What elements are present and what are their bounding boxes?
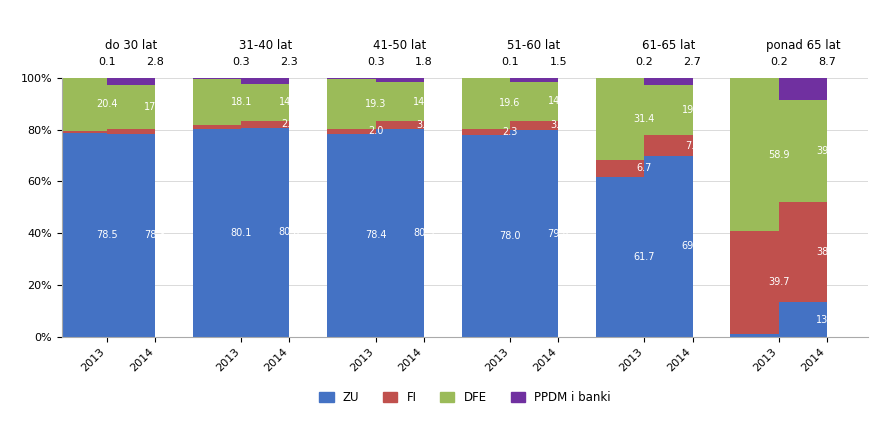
Text: 14.9: 14.9 xyxy=(548,96,569,106)
Text: 17.1: 17.1 xyxy=(144,102,166,112)
Text: 0.3: 0.3 xyxy=(367,57,385,67)
Bar xyxy=(58,133,107,337)
Text: 80.3: 80.3 xyxy=(413,228,434,238)
Text: 3.1: 3.1 xyxy=(416,120,431,130)
Bar xyxy=(376,83,424,121)
Bar xyxy=(327,134,376,337)
Text: 78.5: 78.5 xyxy=(96,230,118,240)
Bar xyxy=(462,135,510,337)
Text: 8.7: 8.7 xyxy=(818,57,835,67)
Text: 78.4: 78.4 xyxy=(365,230,386,240)
Text: 13.3: 13.3 xyxy=(816,315,837,325)
Bar xyxy=(644,85,693,135)
Text: 2.3: 2.3 xyxy=(281,57,299,67)
Bar xyxy=(644,135,693,156)
Text: 31.4: 31.4 xyxy=(633,114,655,124)
Text: 80.8: 80.8 xyxy=(279,227,300,237)
Bar xyxy=(376,121,424,129)
Text: 0.2: 0.2 xyxy=(635,57,653,67)
Bar xyxy=(510,78,558,82)
Bar xyxy=(730,231,779,334)
Bar xyxy=(58,131,107,133)
Bar xyxy=(779,202,827,302)
Text: do 30 lat: do 30 lat xyxy=(105,39,157,52)
Bar xyxy=(644,78,693,85)
Text: 61.7: 61.7 xyxy=(633,252,655,262)
Text: 51-60 lat: 51-60 lat xyxy=(508,39,561,52)
Bar xyxy=(376,78,424,83)
Bar xyxy=(376,129,424,337)
Text: 78.3: 78.3 xyxy=(144,231,166,241)
Text: 69.9: 69.9 xyxy=(682,241,703,251)
Bar xyxy=(510,130,558,337)
Text: 3.7: 3.7 xyxy=(550,121,566,130)
Text: 78.0: 78.0 xyxy=(499,231,521,241)
Text: 41-50 lat: 41-50 lat xyxy=(373,39,426,52)
Bar xyxy=(58,78,107,131)
Text: 0.1: 0.1 xyxy=(98,57,116,67)
Text: 2.6: 2.6 xyxy=(282,119,297,129)
Text: 14.3: 14.3 xyxy=(279,97,300,107)
Bar xyxy=(730,78,779,231)
Text: 14.8: 14.8 xyxy=(413,97,434,107)
Bar xyxy=(462,78,510,129)
Text: 20.4: 20.4 xyxy=(96,99,118,109)
Bar xyxy=(241,121,290,127)
Bar xyxy=(462,129,510,135)
Text: 18.1: 18.1 xyxy=(230,97,252,107)
Text: 1.5: 1.5 xyxy=(549,57,567,67)
Text: 19.5: 19.5 xyxy=(682,105,703,115)
Bar xyxy=(644,156,693,337)
Text: 1.8: 1.8 xyxy=(415,57,432,67)
Bar xyxy=(193,129,241,337)
Bar xyxy=(327,78,376,79)
Bar xyxy=(779,100,827,202)
Legend: ZU, FI, DFE, PPDM i banki: ZU, FI, DFE, PPDM i banki xyxy=(315,386,616,409)
Bar xyxy=(193,125,241,129)
Text: 19.3: 19.3 xyxy=(365,98,386,108)
Bar xyxy=(596,160,644,177)
Text: 0.2: 0.2 xyxy=(770,57,788,67)
Bar xyxy=(327,129,376,134)
Text: 2.3: 2.3 xyxy=(502,127,517,137)
Bar xyxy=(107,134,155,337)
Text: 39.3: 39.3 xyxy=(816,146,837,156)
Text: 39.7: 39.7 xyxy=(768,277,789,287)
Text: 2.7: 2.7 xyxy=(684,57,702,67)
Bar xyxy=(241,127,290,337)
Bar xyxy=(107,78,155,85)
Text: 0.1: 0.1 xyxy=(501,57,519,67)
Text: 6.7: 6.7 xyxy=(637,163,652,173)
Bar xyxy=(193,79,241,125)
Text: 58.9: 58.9 xyxy=(768,149,789,159)
Text: 38.7: 38.7 xyxy=(816,248,837,257)
Text: 80.1: 80.1 xyxy=(230,228,252,238)
Bar xyxy=(107,129,155,134)
Bar xyxy=(730,334,779,337)
Bar xyxy=(510,121,558,130)
Bar xyxy=(327,79,376,129)
Text: 2.8: 2.8 xyxy=(146,57,164,67)
Bar xyxy=(241,78,290,84)
Bar xyxy=(596,78,644,160)
Bar xyxy=(241,84,290,121)
Text: 2.0: 2.0 xyxy=(368,126,384,136)
Text: 31-40 lat: 31-40 lat xyxy=(238,39,291,52)
Bar xyxy=(779,78,827,100)
Bar xyxy=(510,82,558,121)
Bar xyxy=(193,78,241,79)
Text: 61-65 lat: 61-65 lat xyxy=(641,39,696,52)
Text: 19.6: 19.6 xyxy=(499,98,521,108)
Bar xyxy=(107,85,155,129)
Text: 79.8: 79.8 xyxy=(548,229,569,238)
Bar xyxy=(779,302,827,337)
Text: 0.3: 0.3 xyxy=(232,57,250,67)
Text: ponad 65 lat: ponad 65 lat xyxy=(766,39,840,52)
Bar xyxy=(596,177,644,337)
Text: 7.9: 7.9 xyxy=(685,140,700,150)
